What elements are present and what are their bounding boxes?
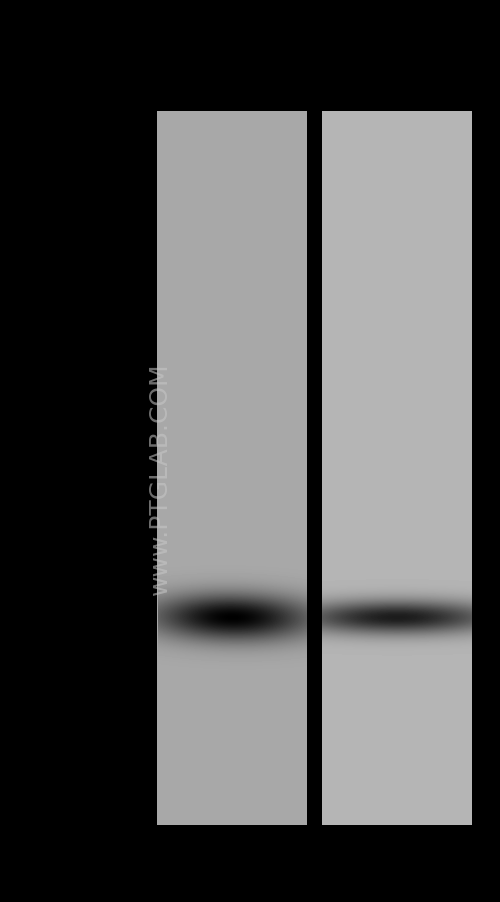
Bar: [158, 113, 308, 825]
Text: 70 kDa→: 70 kDa→: [5, 384, 76, 400]
Text: 30 kDa→: 30 kDa→: [5, 704, 76, 721]
Text: www.PTGLAB.COM: www.PTGLAB.COM: [148, 362, 172, 594]
Text: 50 kDa→: 50 kDa→: [5, 483, 76, 500]
Text: mouse brain: mouse brain: [232, 15, 330, 95]
Text: rat brain: rat brain: [398, 34, 470, 95]
Text: 150 kDa→: 150 kDa→: [5, 177, 86, 193]
Text: 100 kDa→: 100 kDa→: [5, 276, 86, 292]
Text: 40 kDa→: 40 kDa→: [5, 556, 76, 572]
Bar: [322, 113, 472, 825]
Text: 250 kDa→: 250 kDa→: [5, 96, 86, 112]
